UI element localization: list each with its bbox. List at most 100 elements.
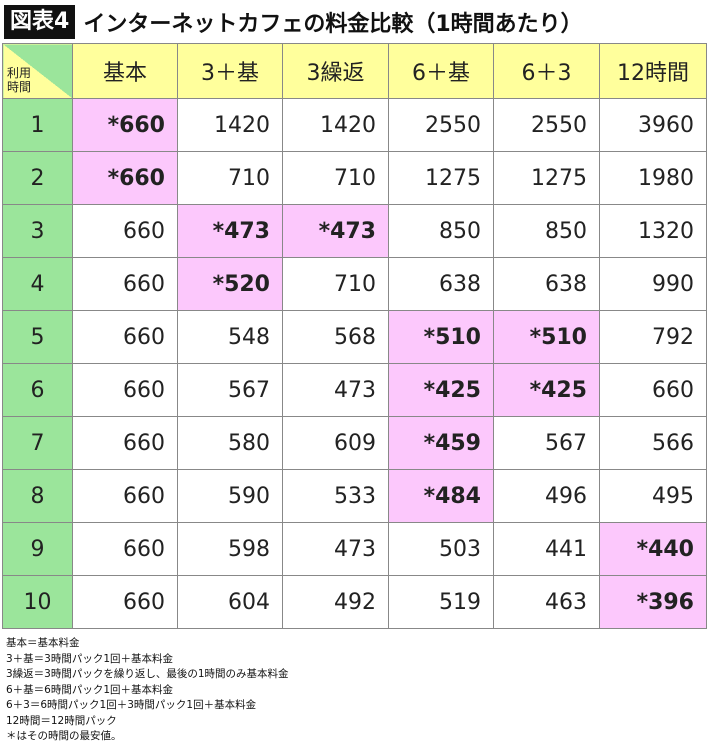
row-hours: 8 [2,469,73,523]
column-header: 3繰返 [282,43,389,99]
cheapest-price-cell: *459 [388,416,494,470]
price-cell: 1275 [493,151,600,205]
price-cell: 660 [72,416,178,470]
price-cell: 660 [72,469,178,523]
footnote: 3繰返＝3時間パックを繰り返し、最後の1時間のみ基本料金 [6,668,289,680]
row-hours: 6 [2,363,73,417]
corner-cell: 利用 時間 [2,43,73,99]
price-cell: 598 [177,522,283,576]
price-cell: 473 [282,363,389,417]
footnote: ＊はその時間の最安値。 [6,730,122,742]
price-cell: 1420 [177,98,283,152]
cheapest-price-cell: *510 [493,310,600,364]
price-cell: 1980 [599,151,707,205]
cheapest-price-cell: *396 [599,575,707,629]
column-header: 12時間 [599,43,707,99]
figure-badge: 図表4 [4,5,76,39]
column-header: 6＋基 [388,43,494,99]
corner-label: 利用 時間 [7,66,32,94]
price-cell: 850 [388,204,494,258]
footnote: 3＋基＝3時間パック1回＋基本料金 [6,652,174,665]
cheapest-price-cell: *473 [282,204,389,258]
price-cell: 609 [282,416,389,470]
row-hours: 3 [2,204,73,258]
cheapest-price-cell: *510 [388,310,494,364]
price-cell: 660 [72,575,178,629]
price-cell: 660 [72,204,178,258]
price-cell: 1275 [388,151,494,205]
figure-title: 図表4 インターネットカフェの料金比較（1時間あたり） [4,4,583,40]
price-cell: 496 [493,469,600,523]
cheapest-price-cell: *440 [599,522,707,576]
price-cell: 710 [282,257,389,311]
cheapest-price-cell: *660 [72,151,178,205]
price-cell: 566 [599,416,707,470]
price-cell: 463 [493,575,600,629]
price-cell: 710 [177,151,283,205]
table-row: 4 660 *520 710 638 638 990 [2,257,707,311]
price-cell: 1320 [599,204,707,258]
table-row: 2 *660 710 710 1275 1275 1980 [2,151,707,205]
cheapest-price-cell: *520 [177,257,283,311]
price-cell: 850 [493,204,600,258]
price-cell: 710 [282,151,389,205]
table-row: 6 660 567 473 *425 *425 660 [2,363,707,417]
footnotes: 基本＝基本料金 3＋基＝3時間パック1回＋基本料金 3繰返＝3時間パックを繰り返し、… [6,636,289,745]
price-cell: 495 [599,469,707,523]
title-text: インターネットカフェの料金比較（1時間あたり） [83,12,583,37]
row-hours: 9 [2,522,73,576]
price-cell: 638 [493,257,600,311]
column-header: 3＋基 [177,43,283,99]
table-row: 8 660 590 533 *484 496 495 [2,469,707,523]
footnote: 12時間＝12時間パック [6,714,117,727]
price-cell: 567 [177,363,283,417]
price-table: 利用 時間 基本 3＋基 3繰返 6＋基 6＋3 12時間 1 *660 1420 1420 255… [2,43,707,629]
cheapest-price-cell: *660 [72,98,178,152]
row-hours: 10 [2,575,73,629]
price-cell: 660 [72,522,178,576]
cheapest-price-cell: *484 [388,469,494,523]
price-cell: 492 [282,575,389,629]
row-hours: 4 [2,257,73,311]
price-cell: 660 [72,310,178,364]
table-row: 5 660 548 568 *510 *510 792 [2,310,707,364]
price-cell: 548 [177,310,283,364]
header-row: 利用 時間 基本 3＋基 3繰返 6＋基 6＋3 12時間 [2,43,707,99]
cheapest-price-cell: *425 [388,363,494,417]
cheapest-price-cell: *473 [177,204,283,258]
price-cell: 604 [177,575,283,629]
row-hours: 1 [2,98,73,152]
price-cell: 660 [72,257,178,311]
price-cell: 441 [493,522,600,576]
price-cell: 2550 [493,98,600,152]
table-row: 7 660 580 609 *459 567 566 [2,416,707,470]
price-cell: 533 [282,469,389,523]
price-cell: 519 [388,575,494,629]
column-header: 6＋3 [493,43,600,99]
price-cell: 567 [493,416,600,470]
footnote: 6＋基＝6時間パック1回＋基本料金 [6,683,174,696]
price-cell: 473 [282,522,389,576]
table-row: 10 660 604 492 519 463 *396 [2,575,707,629]
price-cell: 660 [599,363,707,417]
table-row: 1 *660 1420 1420 2550 2550 3960 [2,98,707,152]
column-header: 基本 [72,43,178,99]
price-cell: 2550 [388,98,494,152]
price-cell: 792 [599,310,707,364]
table-row: 3 660 *473 *473 850 850 1320 [2,204,707,258]
row-hours: 5 [2,310,73,364]
cheapest-price-cell: *425 [493,363,600,417]
table-row: 9 660 598 473 503 441 *440 [2,522,707,576]
price-cell: 990 [599,257,707,311]
row-hours: 7 [2,416,73,470]
price-cell: 590 [177,469,283,523]
price-cell: 503 [388,522,494,576]
price-cell: 660 [72,363,178,417]
price-cell: 580 [177,416,283,470]
footnote: 基本＝基本料金 [6,637,80,649]
footnote: 6＋3＝6時間パック1回＋3時間パック1回＋基本料金 [6,699,257,711]
price-cell: 3960 [599,98,707,152]
row-hours: 2 [2,151,73,205]
price-cell: 638 [388,257,494,311]
price-cell: 1420 [282,98,389,152]
